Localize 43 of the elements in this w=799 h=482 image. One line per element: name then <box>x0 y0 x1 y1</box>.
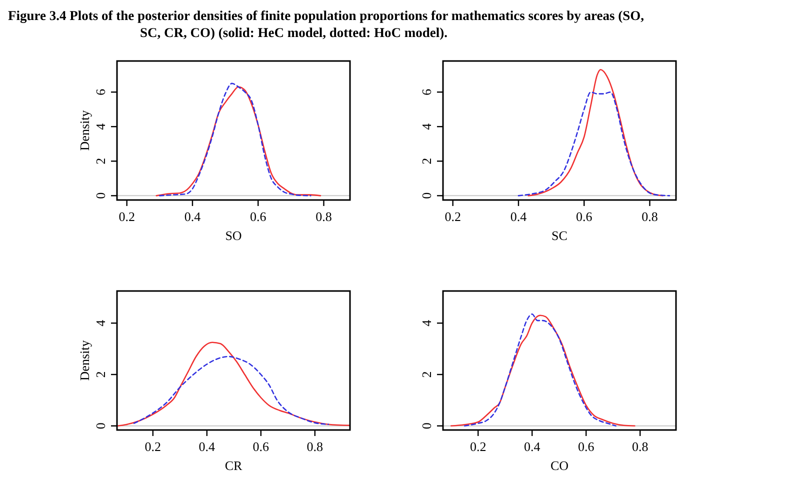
x-axis-title: CR <box>224 458 242 473</box>
y-tick-label: 4 <box>93 122 108 130</box>
x-tick-label: 0.4 <box>510 209 528 224</box>
line-series <box>117 342 350 427</box>
y-tick-label: 4 <box>93 319 108 326</box>
x-tick-label: 0.2 <box>118 209 135 224</box>
x-tick-label: 0.8 <box>632 439 648 454</box>
x-tick-label: 0.4 <box>198 439 216 454</box>
chart-title: Figure 3.4 Plots of the posterior densities of finite population proportions for mathematics scores by areas (SO, SC, CR, CO) (solid: HeC model, dotted: HoC model). <box>8 8 644 40</box>
y-tick-label: 0 <box>419 192 434 199</box>
line-series <box>518 91 670 196</box>
y-tick-label: 4 <box>419 122 434 130</box>
y-tick-label: 0 <box>93 422 108 430</box>
x-tick-label: 0.4 <box>524 439 541 454</box>
x-tick-label: 0.6 <box>578 439 595 454</box>
x-tick-label: 0.8 <box>642 209 658 224</box>
x-axis-title: SO <box>225 228 242 243</box>
line-series <box>464 313 616 427</box>
y-tick-label: 6 <box>419 88 434 96</box>
y-tick-label: 2 <box>419 158 434 164</box>
x-tick-label: 0.8 <box>306 439 324 454</box>
y-tick-label: 4 <box>419 319 434 326</box>
x-tick-label: 0.6 <box>252 439 270 454</box>
y-axis-title: Density <box>77 110 92 151</box>
y-tick-label: 2 <box>93 371 108 378</box>
y-tick-label: 2 <box>93 158 108 164</box>
line-series <box>528 68 664 196</box>
y-tick-label: 0 <box>419 422 434 430</box>
y-tick-label: 2 <box>419 371 434 378</box>
x-axis-title: SC <box>552 228 568 243</box>
x-tick-label: 0.6 <box>250 209 267 224</box>
x-tick-label: 0.8 <box>316 209 332 224</box>
y-tick-label: 6 <box>93 88 108 96</box>
x-tick-label: 0.6 <box>576 209 593 224</box>
line-series <box>133 356 330 425</box>
x-axis-title: CO <box>550 458 569 473</box>
x-tick-label: 0.2 <box>444 209 461 224</box>
x-tick-label: 0.2 <box>144 439 162 454</box>
x-tick-label: 0.4 <box>184 209 202 224</box>
x-tick-label: 0.2 <box>470 439 486 454</box>
y-axis-title: Density <box>77 340 92 381</box>
y-tick-label: 0 <box>93 192 108 199</box>
line-series <box>450 314 636 427</box>
